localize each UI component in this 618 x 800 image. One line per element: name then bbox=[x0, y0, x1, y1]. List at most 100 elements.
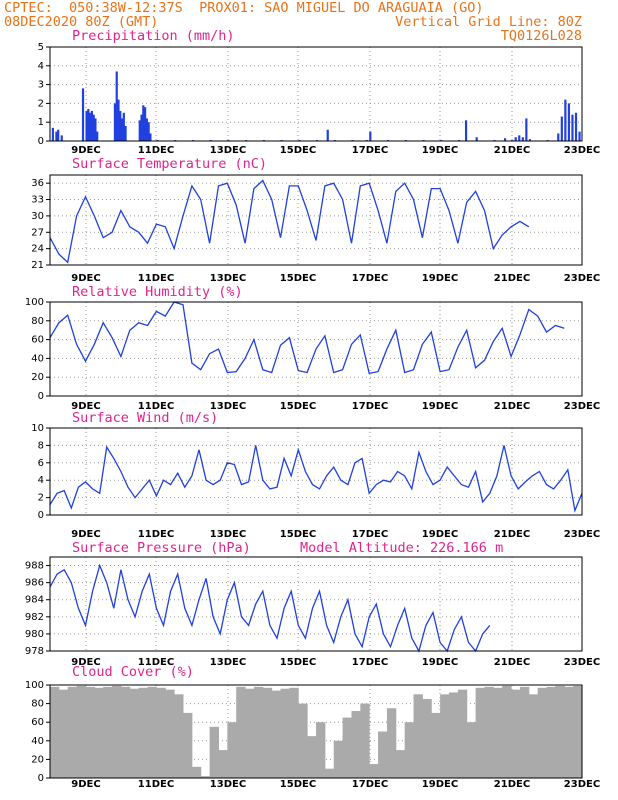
cloud-bar bbox=[413, 694, 423, 778]
precip-ytick: 5 bbox=[38, 42, 44, 53]
precip-bar bbox=[51, 127, 54, 141]
wind-xtick: 11DEC bbox=[138, 529, 174, 540]
pressure-xtick: 17DEC bbox=[352, 657, 388, 668]
precip-bar bbox=[521, 137, 524, 141]
precip-bar bbox=[326, 129, 329, 141]
cloud-xtick: 11DEC bbox=[138, 779, 174, 790]
rh-xtick: 17DEC bbox=[352, 401, 388, 412]
temp-xtick: 17DEC bbox=[352, 273, 388, 284]
pressure-ytick: 984 bbox=[25, 595, 44, 606]
precip-bar bbox=[567, 103, 571, 141]
cloud-xtick: 17DEC bbox=[352, 779, 388, 790]
cloud-bar bbox=[502, 685, 512, 778]
temp-xtick: 13DEC bbox=[210, 273, 246, 284]
precip-bar bbox=[464, 120, 468, 141]
cloud-bar bbox=[129, 688, 140, 778]
rh-xtick: 21DEC bbox=[494, 401, 530, 412]
cloud-bar bbox=[262, 687, 273, 778]
cloud-bar bbox=[449, 692, 459, 778]
cloud-bar bbox=[386, 708, 397, 778]
temp-xtick: 9DEC bbox=[71, 273, 100, 284]
pressure-xtick: 13DEC bbox=[210, 657, 246, 668]
wind-ytick: 6 bbox=[38, 458, 44, 469]
cloud-bar bbox=[280, 688, 290, 778]
precip-bar bbox=[143, 107, 147, 141]
precip-xtick: 11DEC bbox=[138, 145, 174, 156]
precip-bar bbox=[119, 110, 122, 141]
wind-ytick: 0 bbox=[38, 510, 44, 521]
precip-xtick: 17DEC bbox=[352, 145, 388, 156]
model-altitude: Model Altitude: 226.166 m bbox=[300, 540, 504, 556]
cloud-bar bbox=[546, 686, 556, 778]
precip-bar bbox=[55, 131, 58, 141]
cloud-bar bbox=[573, 685, 583, 778]
temp-xtick: 11DEC bbox=[138, 273, 174, 284]
precip-bar bbox=[147, 122, 150, 141]
precip-ytick: 3 bbox=[38, 80, 44, 91]
precip-bar bbox=[528, 139, 531, 141]
cloud-ytick: 80 bbox=[31, 699, 44, 710]
precip-bar bbox=[96, 131, 99, 141]
precip-xtick: 19DEC bbox=[422, 145, 458, 156]
rh-ytick: 60 bbox=[31, 335, 44, 346]
cloud-bar bbox=[289, 687, 299, 778]
wind-ytick: 10 bbox=[31, 423, 44, 434]
header-grid-note: Vertical Grid Line: 80Z bbox=[395, 14, 582, 30]
precip-bar bbox=[557, 133, 560, 141]
precip-xtick: 23DEC bbox=[564, 145, 600, 156]
cloud-bar bbox=[457, 689, 468, 778]
pressure-xtick: 19DEC bbox=[422, 657, 458, 668]
precip-bar bbox=[124, 125, 127, 141]
precip-bar bbox=[94, 118, 97, 141]
pressure-xtick: 23DEC bbox=[564, 657, 600, 668]
cloud-bar bbox=[156, 687, 166, 778]
cloud-bar bbox=[369, 764, 379, 778]
cloud-xtick: 13DEC bbox=[210, 779, 246, 790]
precip-bar bbox=[113, 103, 117, 141]
cloud-bar bbox=[94, 687, 104, 778]
cloud-ytick: 100 bbox=[25, 680, 44, 691]
pressure-title: Surface Pressure (hPa) bbox=[72, 540, 251, 556]
precip-bar bbox=[90, 110, 93, 141]
cloud-xtick: 23DEC bbox=[564, 779, 600, 790]
cloud-bar bbox=[174, 694, 184, 778]
cloud-bar bbox=[484, 686, 494, 778]
header-line1: CPTEC: 050:38W-12:37S PROX01: SAO MIGUEL… bbox=[4, 0, 484, 16]
wind-xtick: 23DEC bbox=[564, 529, 600, 540]
cloud-bar bbox=[183, 712, 193, 778]
pressure-ytick: 978 bbox=[25, 646, 44, 657]
precip-bar bbox=[85, 110, 88, 141]
wind-series-line bbox=[49, 445, 583, 513]
wind-xtick: 21DEC bbox=[494, 529, 530, 540]
temp-series-line bbox=[49, 179, 530, 264]
cloud-bar bbox=[103, 686, 113, 778]
wind-xtick: 9DEC bbox=[71, 529, 100, 540]
temp-ytick: 21 bbox=[31, 260, 44, 271]
precip-bar bbox=[149, 133, 152, 141]
precip-ytick: 2 bbox=[38, 98, 44, 109]
precip-bar bbox=[92, 114, 95, 141]
cloud-bar bbox=[218, 750, 228, 778]
cloud-xtick: 9DEC bbox=[71, 779, 100, 790]
wind-frame bbox=[49, 427, 583, 516]
cloud-xtick: 19DEC bbox=[422, 779, 458, 790]
precip-title: Precipitation (mm/h) bbox=[72, 28, 235, 44]
precip-frame bbox=[49, 46, 583, 142]
rh-title: Relative Humidity (%) bbox=[72, 284, 243, 300]
precip-bar bbox=[560, 116, 563, 141]
precip-xtick: 13DEC bbox=[210, 145, 246, 156]
pressure-ytick: 986 bbox=[25, 578, 44, 589]
temp-ytick: 33 bbox=[31, 195, 44, 206]
precip-bar bbox=[81, 88, 85, 141]
precip-xtick: 21DEC bbox=[494, 145, 530, 156]
cloud-bar bbox=[58, 689, 69, 778]
precip-bar bbox=[503, 138, 507, 141]
precip-ytick: 1 bbox=[38, 117, 44, 128]
cloud-bar bbox=[85, 686, 95, 778]
precip-bar bbox=[57, 129, 60, 141]
rh-ytick: 100 bbox=[25, 297, 44, 308]
cloud-ytick: 0 bbox=[38, 773, 44, 784]
wind-xtick: 17DEC bbox=[352, 529, 388, 540]
cloud-bar bbox=[112, 685, 122, 778]
